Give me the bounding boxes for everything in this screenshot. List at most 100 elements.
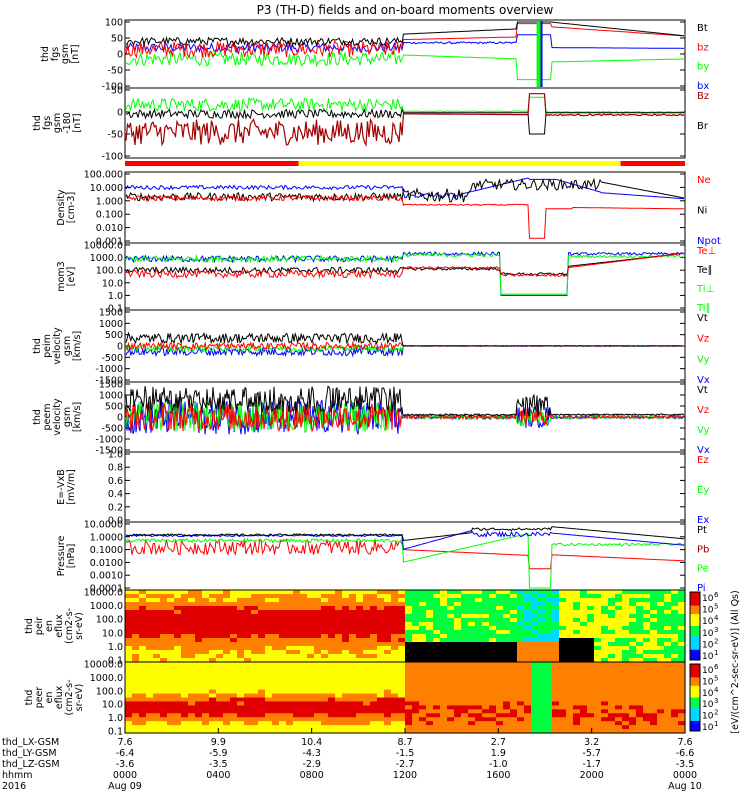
ytick-label: 0 <box>117 108 123 119</box>
spectrogram-cell <box>209 646 217 651</box>
xaxis-row-label: hhmm <box>2 770 33 781</box>
spectrogram-cell <box>314 650 322 655</box>
legend-label-Vx: Vx <box>697 445 710 456</box>
spectrogram-cell <box>349 669 357 675</box>
spectrogram-cell <box>370 658 378 663</box>
spectrogram-cell <box>517 721 525 726</box>
spectrogram-cell <box>335 693 343 699</box>
spectrogram-cell <box>342 665 350 671</box>
spectrogram-cell <box>608 721 616 726</box>
spectrogram-cell <box>377 705 385 710</box>
spectrogram-cell <box>314 626 322 631</box>
xaxis-date: Aug 09 <box>108 781 142 792</box>
ylabel-line: gsm <box>62 407 73 427</box>
spectrogram-cell <box>139 630 147 635</box>
spectrogram-cell <box>195 654 203 659</box>
spectrogram-cell <box>377 630 385 635</box>
spectrogram-cell <box>244 606 252 611</box>
spectrogram-cell <box>538 697 546 703</box>
spectrogram-cell <box>594 705 602 710</box>
spectrogram-cell <box>230 634 238 639</box>
spectrogram-cell <box>265 646 273 651</box>
ytick-label: 50 <box>111 34 123 45</box>
spectrogram-cell <box>531 590 539 595</box>
spectrogram-cell <box>223 638 231 643</box>
spectrogram-cell <box>482 626 490 631</box>
spectrogram-cell <box>384 614 392 619</box>
spectrogram-cell <box>230 681 238 687</box>
spectrogram-cell <box>622 634 630 639</box>
spectrogram-cell <box>524 705 532 710</box>
spectrogram-cell <box>573 669 581 675</box>
colorbar-cell <box>690 592 700 595</box>
spectrogram-cell <box>370 638 378 643</box>
spectrogram-cell <box>503 701 511 706</box>
spectrogram-cell <box>678 638 686 643</box>
spectrogram-cell <box>160 630 168 635</box>
spectrogram-cell <box>139 701 147 706</box>
spectrogram-cell <box>419 630 427 635</box>
spectrogram-cell <box>580 630 588 635</box>
spectrogram-cell <box>146 701 154 706</box>
spectrogram-cell <box>265 658 273 663</box>
spectrogram-cell <box>650 658 658 663</box>
spectrogram-cell <box>209 622 217 627</box>
spectrogram-cell <box>594 685 602 691</box>
spectrogram-cell <box>328 713 336 718</box>
spectrogram-cell <box>636 634 644 639</box>
spectrogram-cell <box>146 658 154 663</box>
spectrogram-cell <box>657 642 665 647</box>
spectrogram-cell <box>454 614 462 619</box>
spectrogram-cell <box>279 669 287 675</box>
spectrogram-cell <box>314 634 322 639</box>
spectrogram-cell <box>272 701 280 706</box>
spectrogram-cell <box>454 590 462 595</box>
spectrogram-cell <box>664 642 672 647</box>
spectrogram-cell <box>475 642 483 647</box>
spectrogram-cell <box>552 681 560 687</box>
spectrogram-cell <box>132 713 140 718</box>
spectrogram-cell <box>657 725 665 730</box>
spectrogram-cell <box>552 658 560 663</box>
spectrogram-cell <box>195 630 203 635</box>
spectrogram-cell <box>594 590 602 595</box>
spectrogram-cell <box>251 622 259 627</box>
spectrogram-cell <box>482 709 490 714</box>
spectrogram-cell <box>384 725 392 730</box>
spectrogram-cell <box>328 650 336 655</box>
spectrogram-cell <box>531 713 539 718</box>
spectrogram-cell <box>496 618 504 623</box>
spectrogram-cell <box>461 681 469 687</box>
spectrogram-cell <box>664 594 672 599</box>
spectrogram-cell <box>636 681 644 687</box>
spectrogram-cell <box>174 693 182 699</box>
spectrogram-cell <box>223 614 231 619</box>
series-line <box>125 177 685 203</box>
colorbar-cell <box>690 725 700 729</box>
spectrogram-cell <box>384 689 392 695</box>
spectrogram-cell <box>566 618 574 623</box>
colorbar-label: [eV/(cm^2-sec-sr-eV)] (All Qs) <box>730 590 741 733</box>
spectrogram-cell <box>643 677 651 683</box>
colorbar-cell <box>690 729 700 732</box>
spectrogram-cell <box>524 658 532 663</box>
spectrogram-cell <box>629 646 637 651</box>
spectrogram-cell <box>657 701 665 706</box>
spectrogram-cell <box>349 634 357 639</box>
colorbar-cell <box>690 656 700 659</box>
spectrogram-cell <box>664 673 672 679</box>
spectrogram-cell <box>510 662 518 667</box>
spectrogram-cell <box>321 658 329 663</box>
spectrogram-cell <box>398 677 406 683</box>
spectrogram-cell <box>328 642 336 647</box>
spectrogram-cell <box>293 594 301 599</box>
colorbar-cell <box>690 644 700 647</box>
spectrogram-cell <box>349 630 357 635</box>
spectrogram-cell <box>650 606 658 611</box>
spectrogram-cell <box>587 626 595 631</box>
spectrogram-cell <box>622 669 630 675</box>
spectrogram-cell <box>426 618 434 623</box>
spectrogram-cell <box>552 701 560 706</box>
spectrogram-cell <box>489 654 497 659</box>
spectrogram-cell <box>475 729 483 734</box>
